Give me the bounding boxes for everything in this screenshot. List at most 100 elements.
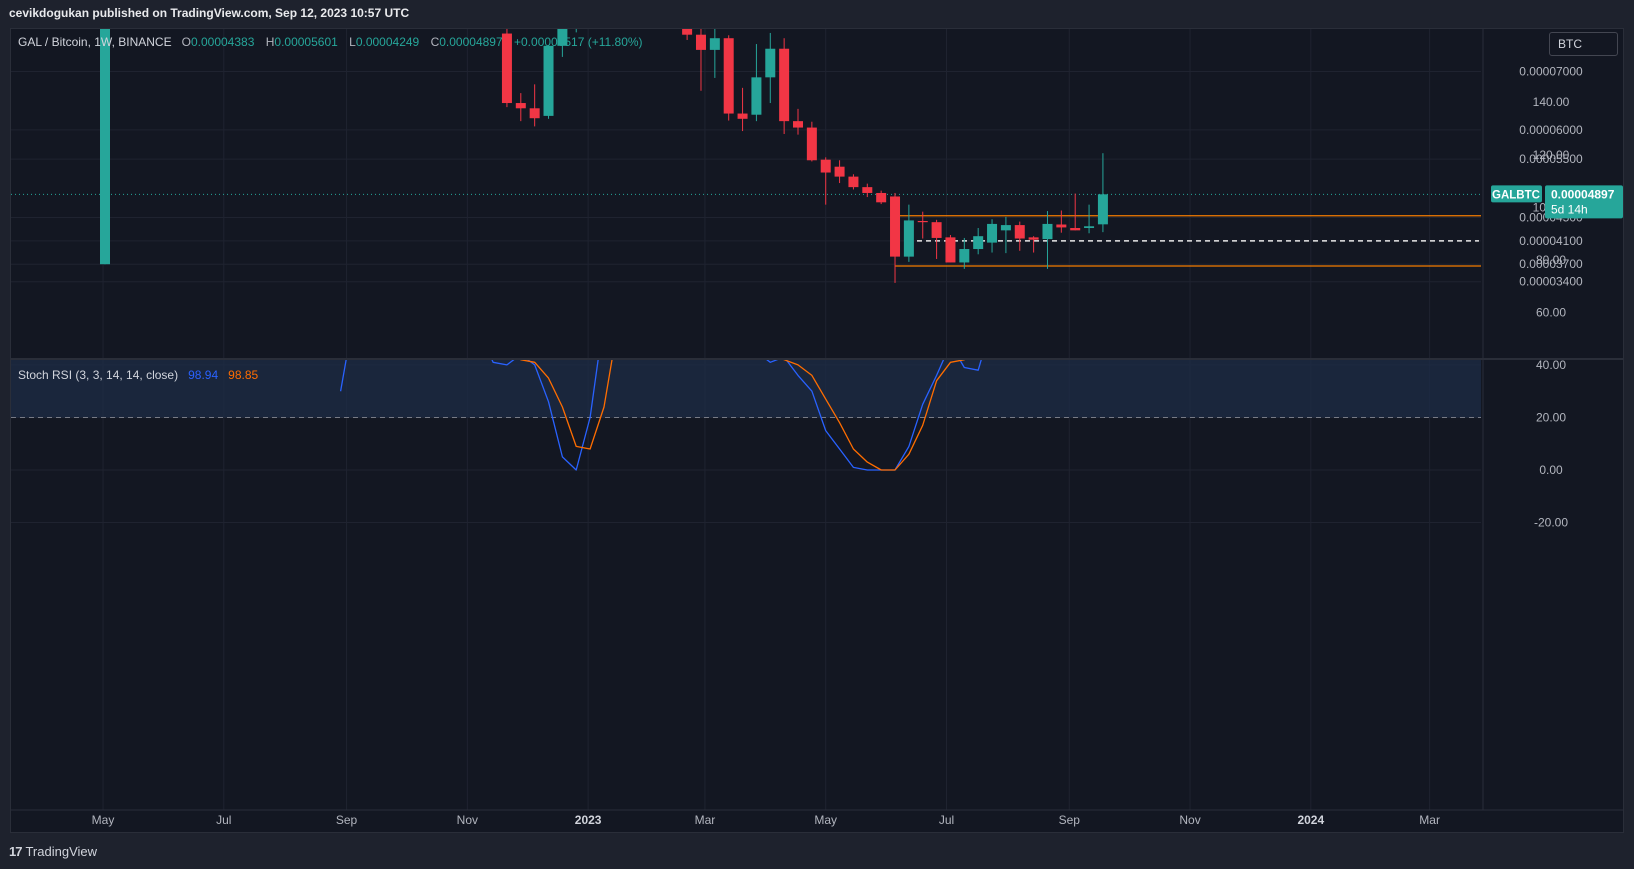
symbol-price-tag [1491, 185, 1542, 203]
candle-body [543, 45, 554, 116]
bearish-candle [695, 29, 706, 91]
bearish-candle [779, 38, 790, 134]
bearish-candle [723, 35, 734, 121]
stoch-axis-tick-label: 60.00 [1536, 305, 1566, 319]
x-axis-tick-label: May [92, 813, 115, 827]
stoch-pane [11, 360, 1481, 471]
candle-body [1000, 225, 1011, 231]
bullish-candle [543, 45, 554, 119]
bearish-candle [876, 190, 887, 205]
grid-lines [11, 29, 1481, 810]
publisher-text: cevikdogukan published on TradingView.co… [9, 6, 410, 20]
candle-body [931, 222, 942, 238]
bullish-candle [751, 44, 762, 122]
bearish-candle [806, 121, 817, 162]
bullish-candle [100, 29, 110, 265]
bearish-candle [668, 0, 678, 1]
bearish-candle [1070, 193, 1081, 231]
candle-body [876, 192, 887, 203]
candle-body [779, 48, 790, 122]
x-axis-tick-label: Jul [939, 813, 954, 827]
bullish-candle [765, 32, 776, 104]
open-value: 0.00004383 [190, 35, 255, 49]
stoch-d-value: 98.85 [228, 368, 259, 382]
candle-body [765, 48, 776, 78]
bullish-candle [973, 228, 984, 255]
stoch-axis-tick-label: 80.00 [1536, 253, 1566, 267]
x-axis-tick-label: Mar [695, 813, 716, 827]
candle-body [959, 249, 970, 263]
candle-body [1014, 225, 1025, 239]
candle-body [820, 159, 831, 173]
tradingview-brand: TradingView [25, 844, 98, 859]
stoch-d-line [520, 360, 966, 471]
price-axis-tick-label: 0.00005500 [1519, 152, 1583, 166]
x-axis-tick-label: Sep [336, 813, 358, 827]
price-axis-tick-label: 0.00003700 [1519, 257, 1583, 271]
close-label: C [430, 35, 440, 49]
candle-body [723, 38, 734, 114]
bullish-candle [1084, 204, 1095, 234]
tradingview-logo[interactable]: 17 TradingView [9, 844, 97, 859]
bearish-candle [501, 29, 512, 108]
candle-body [1070, 228, 1081, 231]
price-pane [11, 0, 1481, 283]
bearish-candle [1056, 210, 1067, 233]
currency-button[interactable]: BTC [1549, 32, 1618, 56]
price-axis-tick-label: 0.00006000 [1519, 123, 1583, 137]
candle-body [1028, 237, 1039, 240]
candle-body [973, 236, 984, 250]
x-axis-tick-label: Nov [457, 813, 478, 827]
candle-body [695, 34, 706, 50]
symbol-name[interactable]: GAL / Bitcoin, 1W, BINANCE [18, 35, 172, 49]
low-label: L [349, 35, 356, 49]
footer-bar: 17 TradingView [0, 833, 1634, 869]
candle-body [848, 176, 859, 188]
x-axis-tick-label: Sep [1059, 813, 1081, 827]
candle-body [917, 221, 928, 223]
candle-body [834, 166, 845, 177]
bearish-candle [488, 0, 498, 16]
x-axis-tick-label: 2024 [1297, 813, 1324, 827]
bearish-candle [862, 183, 873, 198]
bearish-candle [682, 29, 693, 40]
candle-body [1084, 226, 1095, 229]
stoch-axis-tick-label: 40.00 [1536, 358, 1566, 372]
bearish-candle [917, 211, 928, 239]
bearish-candle [834, 160, 845, 184]
last-price-value: 0.00004897 [1551, 187, 1615, 201]
candle-body [806, 127, 817, 161]
bullish-candle [903, 204, 914, 262]
bearish-candle [114, 0, 124, 14]
stoch-rsi-name[interactable]: Stoch RSI (3, 3, 14, 14, close) [18, 368, 179, 382]
x-axis-tick-label: 2023 [575, 813, 602, 827]
candle-body [1056, 224, 1067, 228]
bearish-candle [529, 84, 540, 127]
stoch-axis-tick-label: 140.00 [1533, 95, 1570, 109]
bullish-candle [1042, 211, 1053, 269]
stoch-axis-tick-label: 0.00 [1539, 463, 1563, 477]
candle-body [1097, 194, 1108, 225]
chart-canvas[interactable]: May Jul Sep Nov 2023 Mar May Jul Sep Nov 2024 Mar 0.… [0, 0, 1634, 833]
candle-body [100, 29, 110, 265]
candle-body [571, 0, 581, 15]
candle-body [862, 187, 873, 193]
last-price-tag [1545, 185, 1623, 219]
candle-body [987, 223, 998, 243]
candle-body [737, 113, 748, 119]
change-value: +0.00000517 (+11.80%) [514, 35, 643, 49]
stoch-band-fill [11, 360, 1481, 418]
bullish-candle [959, 237, 970, 269]
bearish-candle [793, 108, 803, 135]
candle-body [945, 237, 956, 263]
x-axis-tick-label: May [814, 813, 837, 827]
candle-body [890, 196, 901, 257]
candle-body [501, 33, 512, 104]
bearish-candle [1028, 236, 1039, 253]
stoch-k-value: 98.94 [188, 368, 219, 382]
candle-body [709, 38, 720, 50]
price-axis-tick-label: 0.00003400 [1519, 275, 1583, 289]
x-axis-tick-label: Nov [1179, 813, 1200, 827]
countdown-label: 5d 14h [1551, 202, 1588, 216]
high-label: H [265, 35, 275, 49]
